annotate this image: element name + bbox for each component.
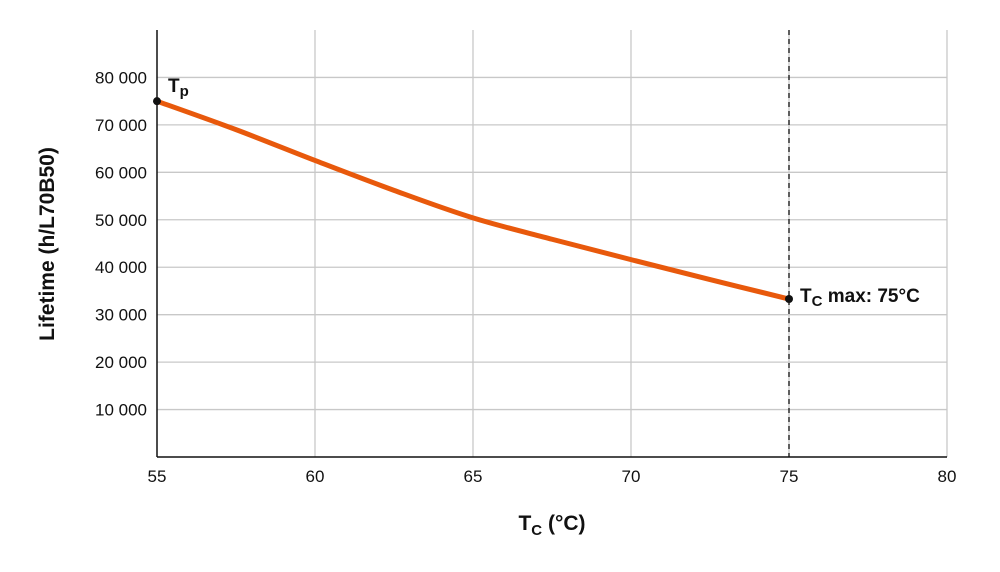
y-tick-label: 60 000	[95, 163, 147, 182]
annotation-label: TC max: 75°C	[800, 286, 920, 310]
y-axis-label: Lifetime (h/L70B50)	[36, 147, 59, 341]
x-axis-label-main: T	[518, 512, 531, 535]
annotation-sub: p	[180, 83, 189, 100]
grid	[157, 30, 948, 457]
annotation-rest: max: 75°C	[822, 286, 920, 307]
lifetime-curve	[154, 98, 792, 302]
y-tick-label: 50 000	[95, 211, 147, 230]
x-tick-label: 75	[780, 467, 799, 486]
y-tick-label: 30 000	[95, 306, 147, 325]
x-tick-label: 70	[622, 467, 641, 486]
series-lines	[154, 98, 792, 302]
y-tick-label: 80 000	[95, 68, 147, 87]
annotation-sub: C	[812, 293, 823, 310]
tick-labels: 10 000 20 000 30 000 40 000 50 000 60 000 70 0…	[95, 68, 956, 486]
annotation-main: T	[168, 76, 180, 97]
annotation-main: T	[800, 286, 812, 307]
y-tick-label: 40 000	[95, 258, 147, 277]
x-tick-label: 65	[464, 467, 483, 486]
y-tick-label: 20 000	[95, 353, 147, 372]
x-tick-label: 60	[306, 467, 325, 486]
x-tick-label: 55	[148, 467, 167, 486]
x-axis-label: TC (°C)	[518, 512, 585, 539]
axes	[156, 30, 947, 458]
annotation-label: Tp	[168, 76, 189, 100]
x-axis-label-rest: (°C)	[542, 512, 585, 535]
x-tick-label: 80	[938, 467, 957, 486]
annotation-point	[785, 295, 793, 304]
y-tick-label: 70 000	[95, 116, 147, 135]
x-axis-label-sub: C	[531, 522, 542, 539]
annotation-point	[153, 97, 161, 106]
y-tick-label: 10 000	[95, 401, 147, 420]
